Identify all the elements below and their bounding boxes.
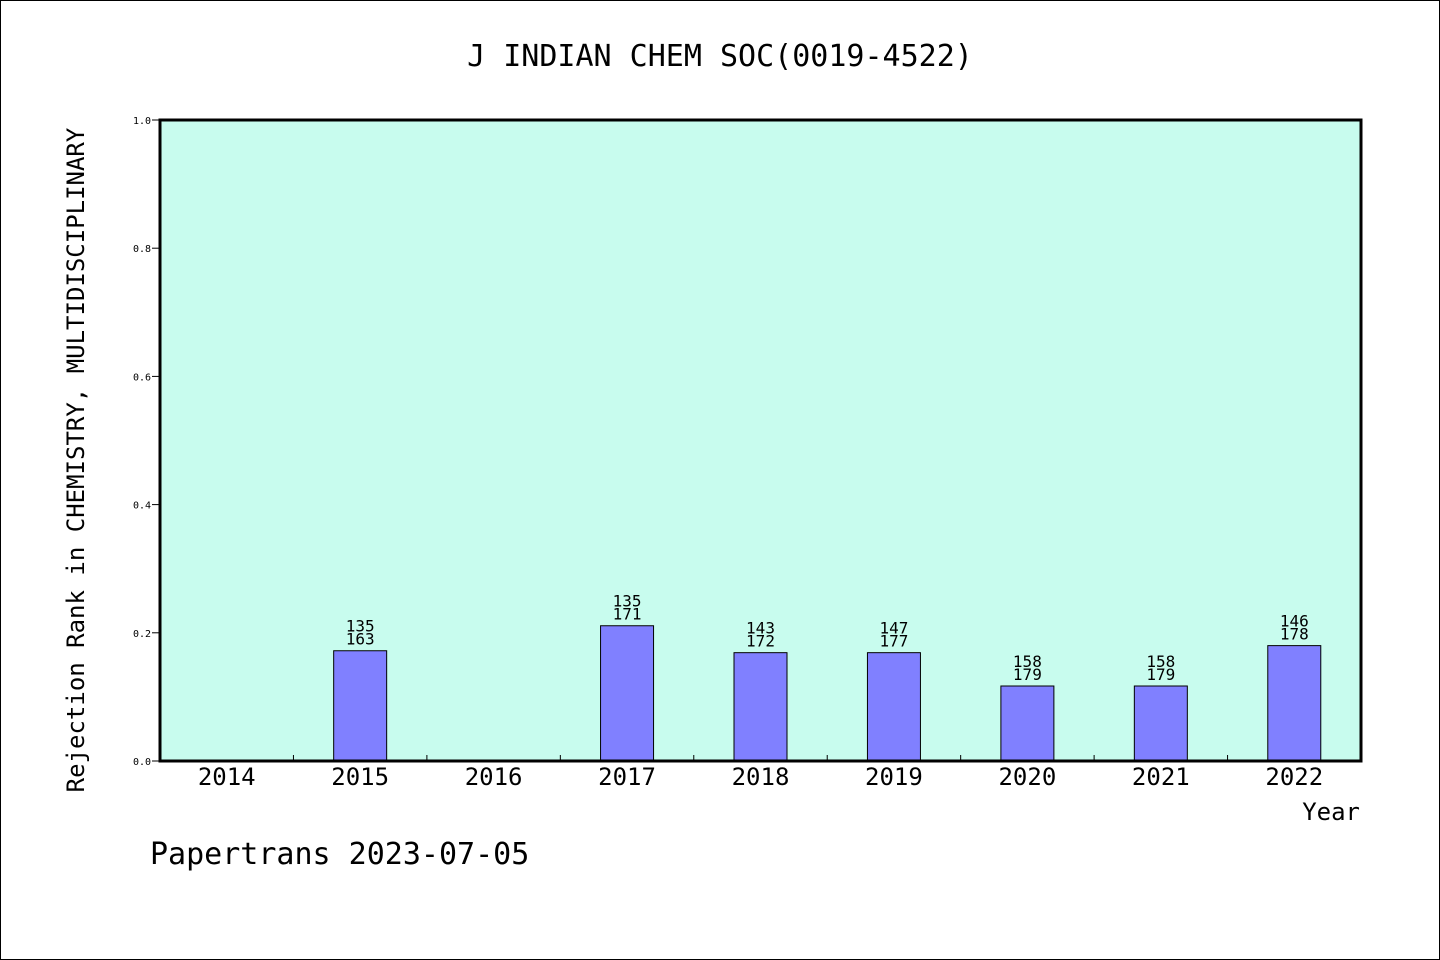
- bar-label-2021-1: 158: [1146, 652, 1175, 671]
- bar-label-2019-2: 177: [879, 632, 908, 651]
- x-tick-label-2014: 2014: [198, 763, 256, 791]
- x-axis-label: Year: [1302, 798, 1360, 826]
- y-tick-label: 0.8: [133, 244, 151, 255]
- bar-label-2015-1: 135: [346, 617, 375, 636]
- bar-2020: [1000, 685, 1055, 762]
- bar-2017: [600, 625, 655, 762]
- x-tick-label-2021: 2021: [1132, 763, 1190, 791]
- bar-label-2017-1: 135: [613, 592, 642, 611]
- bar-label-2017-2: 171: [613, 605, 642, 624]
- x-axis: 2014 2015 2016 2017 2018 2019 2020 2021 2022: [198, 755, 1323, 791]
- x-tick-label-2019: 2019: [865, 763, 923, 791]
- footer-text: Papertrans 2023-07-05: [150, 837, 529, 872]
- y-tick-label: 0.2: [133, 629, 151, 640]
- x-tick-label-2015: 2015: [331, 763, 389, 791]
- bar-label-2019-1: 147: [879, 619, 908, 638]
- bar-label-2022-2: 178: [1280, 625, 1309, 644]
- y-axis-label: Rejection Rank in CHEMISTRY, MULTIDISCIP…: [62, 127, 90, 792]
- x-tick-label-2017: 2017: [598, 763, 656, 791]
- bar-label-2015-2: 163: [346, 630, 375, 649]
- x-tick-label-2022: 2022: [1265, 763, 1323, 791]
- y-tick-label: 0.6: [133, 372, 151, 383]
- bar-label-2020-1: 158: [1013, 652, 1042, 671]
- x-tick-label-2018: 2018: [732, 763, 790, 791]
- chart-title: J INDIAN CHEM SOC(0019-4522): [467, 39, 973, 74]
- bars-group: [333, 625, 1322, 762]
- bar-2021: [1133, 685, 1188, 762]
- bar-label-2022-1: 146: [1280, 612, 1309, 631]
- bar-2015: [333, 650, 388, 762]
- bar-2018: [733, 652, 788, 762]
- bar-label-2021-2: 179: [1146, 665, 1175, 684]
- bar-2019: [866, 652, 921, 762]
- y-tick-label: 0.4: [133, 501, 151, 512]
- x-tick-label-2020: 2020: [998, 763, 1056, 791]
- bar-labels-group: 1351631351711431721471771581791581791461…: [346, 592, 1309, 684]
- y-axis: 0.0 0.2 0.4 0.6 0.8 1.0: [133, 116, 160, 768]
- bar-label-2020-2: 179: [1013, 665, 1042, 684]
- x-tick-label-2016: 2016: [465, 763, 523, 791]
- bar-label-2018-2: 172: [746, 632, 775, 651]
- plot-border: [158, 118, 1363, 763]
- y-tick-label: 0.0: [133, 757, 151, 768]
- bar-2022: [1267, 645, 1322, 762]
- y-tick-label: 1.0: [133, 116, 151, 127]
- bar-label-2018-1: 143: [746, 619, 775, 638]
